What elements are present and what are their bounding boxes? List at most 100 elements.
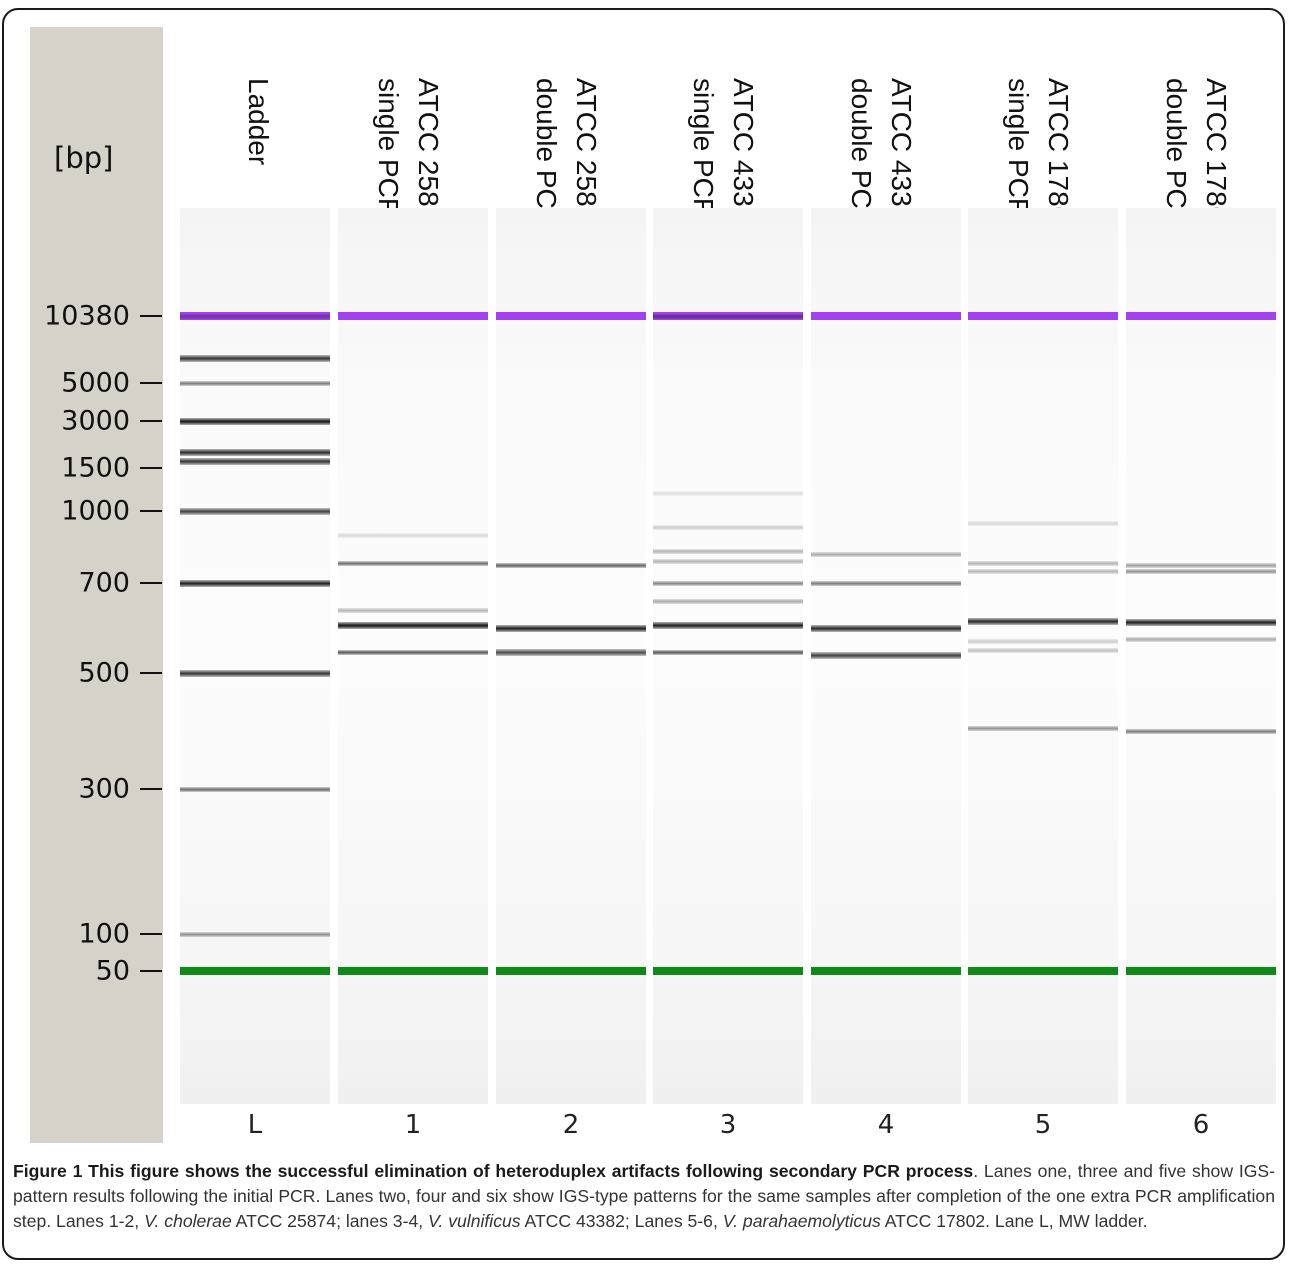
tick-mark	[140, 672, 162, 674]
dna-band	[968, 561, 1118, 567]
gel-lane	[1126, 208, 1276, 1104]
dna-band	[180, 931, 330, 937]
dna-band	[180, 786, 330, 792]
dna-band	[653, 580, 803, 586]
tick-mark	[140, 510, 162, 512]
dna-band	[338, 561, 488, 567]
dna-band	[496, 649, 646, 657]
dna-band	[496, 562, 646, 568]
dna-band	[653, 491, 803, 497]
dna-band	[338, 607, 488, 613]
dna-band	[180, 313, 330, 319]
tick-mark	[140, 315, 162, 317]
tick-label: 100	[78, 918, 130, 950]
dna-band	[338, 532, 488, 538]
dna-band	[338, 650, 488, 656]
dna-band	[653, 525, 803, 531]
dna-band	[653, 313, 803, 319]
species-2: V. vulnificus	[428, 1211, 521, 1231]
tick-mark	[140, 382, 162, 384]
dna-band	[1126, 562, 1276, 568]
gel-lane	[496, 208, 646, 1104]
tick-mark	[140, 933, 162, 935]
lower-marker-band	[496, 967, 646, 975]
dna-band	[811, 551, 961, 557]
upper-marker-band	[653, 312, 803, 320]
tick-label: 500	[78, 657, 130, 689]
tick-mark	[140, 467, 162, 469]
dna-band	[653, 622, 803, 630]
dna-band	[180, 417, 330, 425]
lane-id: 5	[1034, 1110, 1052, 1140]
figure-caption: Figure 1 This figure shows the successfu…	[13, 1159, 1275, 1234]
lower-marker-band	[811, 967, 961, 975]
dna-band	[653, 549, 803, 555]
dna-band	[1126, 619, 1276, 627]
upper-marker-band	[180, 312, 330, 320]
size-scale-strip	[30, 27, 163, 1143]
dna-band	[1126, 568, 1276, 574]
upper-marker-band	[1126, 312, 1276, 320]
caption-text-2: ATCC 25874; lanes 3-4,	[231, 1211, 429, 1231]
figure-label: Figure 1	[13, 1161, 83, 1181]
unit-label: [bp]	[54, 141, 114, 175]
dna-band	[968, 639, 1118, 644]
dna-band	[496, 624, 646, 632]
lane-background	[1126, 208, 1276, 1104]
tick-label: 1500	[61, 452, 130, 484]
lane-id: L	[247, 1110, 263, 1140]
gel-lane	[968, 208, 1118, 1104]
dna-band	[968, 617, 1118, 625]
lane-id: 4	[877, 1110, 895, 1140]
dna-band	[811, 625, 961, 633]
dna-band	[1126, 728, 1276, 734]
tick-label: 1000	[61, 495, 130, 527]
lower-marker-band	[653, 967, 803, 975]
lane-background	[653, 208, 803, 1104]
dna-band	[338, 622, 488, 630]
lower-marker-band	[968, 967, 1118, 975]
gel-lane	[811, 208, 961, 1104]
dna-band	[180, 669, 330, 677]
dna-band	[1126, 636, 1276, 642]
tick-mark	[140, 420, 162, 422]
dna-band	[968, 725, 1118, 731]
lane-background	[338, 208, 488, 1104]
lane-id: 2	[562, 1110, 580, 1140]
tick-label: 700	[78, 567, 130, 599]
dna-band	[653, 650, 803, 656]
tick-mark	[140, 582, 162, 584]
tick-label: 10380	[44, 300, 130, 332]
tick-label: 50	[95, 955, 130, 987]
figure-title: This figure shows the successful elimina…	[88, 1161, 974, 1181]
dna-band	[968, 648, 1118, 653]
dna-band	[180, 579, 330, 587]
lower-marker-band	[180, 967, 330, 975]
dna-band	[180, 380, 330, 386]
tick-label: 3000	[61, 405, 130, 437]
dna-band	[180, 507, 330, 515]
dna-band	[968, 568, 1118, 574]
dna-band	[811, 580, 961, 586]
upper-marker-band	[968, 312, 1118, 320]
lane-background	[968, 208, 1118, 1104]
caption-text-3: ATCC 43382; Lanes 5-6,	[520, 1211, 723, 1231]
lane-id: 3	[719, 1110, 737, 1140]
dna-band	[180, 354, 330, 362]
lower-marker-band	[338, 967, 488, 975]
dna-band	[180, 448, 330, 456]
species-1: V. cholerae	[144, 1211, 232, 1231]
lane-id: 1	[404, 1110, 422, 1140]
tick-label: 5000	[61, 367, 130, 399]
tick-mark	[140, 970, 162, 972]
tick-mark	[140, 788, 162, 790]
upper-marker-band	[811, 312, 961, 320]
dna-band	[968, 520, 1118, 526]
upper-marker-band	[496, 312, 646, 320]
dna-band	[811, 651, 961, 659]
lane-id: 6	[1192, 1110, 1210, 1140]
species-3: V. parahaemolyticus	[722, 1211, 881, 1231]
caption-text-1: . Lanes one, three and five show IGS-pat…	[13, 1161, 1276, 1231]
dna-band	[653, 598, 803, 604]
dna-band	[653, 558, 803, 564]
